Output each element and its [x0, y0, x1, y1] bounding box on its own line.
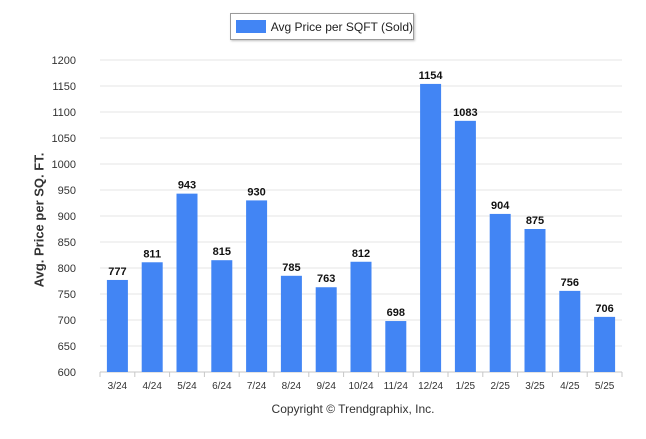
- x-tick-label: 6/24: [212, 381, 232, 392]
- data-label: 777: [108, 266, 126, 278]
- y-tick-label: 850: [58, 237, 76, 249]
- x-tick-label: 5/25: [595, 381, 615, 392]
- y-tick-label: 900: [58, 211, 76, 223]
- x-tick-label: 4/25: [560, 381, 580, 392]
- bar[interactable]: [454, 120, 476, 372]
- data-label: 904: [491, 200, 510, 212]
- data-label: 1083: [453, 107, 477, 119]
- bar[interactable]: [350, 261, 372, 372]
- x-tick-label: 5/24: [177, 381, 197, 392]
- y-tick-label: 1150: [52, 81, 76, 93]
- bar[interactable]: [280, 275, 302, 372]
- bars: [106, 83, 616, 373]
- legend-label: Avg Price per SQFT (Sold): [270, 19, 413, 34]
- data-label: 875: [526, 215, 544, 227]
- y-tick-label: 650: [58, 341, 76, 353]
- bar[interactable]: [385, 321, 407, 372]
- bar[interactable]: [489, 213, 511, 372]
- bar[interactable]: [559, 290, 581, 372]
- x-tick-label: 11/24: [384, 381, 409, 392]
- copyright-text: Copyright © Trendgraphix, Inc.: [271, 402, 435, 416]
- legend-swatch: [236, 20, 266, 33]
- x-tick-label: 7/24: [247, 381, 267, 392]
- x-tick-label: 8/24: [282, 381, 302, 392]
- data-label: 811: [143, 248, 161, 260]
- data-label: 943: [178, 180, 196, 192]
- bar[interactable]: [594, 316, 616, 372]
- y-tick-label: 800: [58, 263, 76, 275]
- y-tick-label: 1050: [52, 133, 76, 145]
- x-tick-label: 3/25: [525, 381, 545, 392]
- x-tick-label: 10/24: [348, 381, 373, 392]
- x-axis-ticks: 3/24 4/24 5/24 6/24 7/24 8/24 9/24 10/24 11/24 12…: [99, 372, 623, 392]
- y-tick-label: 700: [58, 315, 76, 327]
- bar[interactable]: [211, 260, 233, 372]
- data-label: 756: [561, 277, 579, 289]
- bar[interactable]: [106, 279, 128, 372]
- data-label: 815: [213, 246, 231, 258]
- y-tick-label: 1100: [52, 107, 76, 119]
- x-tick-label: 2/25: [490, 381, 510, 392]
- x-tick-label: 9/24: [316, 381, 336, 392]
- x-tick-label: 1/25: [456, 381, 476, 392]
- data-label: 930: [247, 186, 265, 198]
- bar[interactable]: [315, 287, 337, 372]
- y-tick-label: 1200: [52, 55, 76, 67]
- data-label: 763: [317, 273, 335, 285]
- x-tick-label: 3/24: [108, 381, 128, 392]
- x-tick-label: 4/24: [142, 381, 162, 392]
- data-label: 812: [352, 248, 370, 260]
- legend[interactable]: Avg Price per SQFT (Sold): [230, 13, 414, 40]
- data-label: 785: [282, 262, 300, 274]
- data-label: 706: [595, 303, 613, 315]
- y-tick-label: 1000: [52, 159, 76, 171]
- data-label: 1154: [419, 70, 444, 82]
- bar[interactable]: [141, 262, 163, 372]
- bar[interactable]: [524, 229, 546, 372]
- data-label: 698: [387, 307, 405, 319]
- x-tick-label: 12/24: [418, 381, 443, 392]
- y-tick-label: 950: [58, 185, 76, 197]
- data-labels: 777 811 943 815 930 785 763 812 698 1154 1083 904 87…: [108, 70, 614, 319]
- y-axis-ticks: 600 650 700 750 800 850 900 950 1000 1050 1100 1150…: [52, 55, 76, 379]
- y-axis-label: Avg. Price per SQ. FT.: [31, 152, 47, 288]
- bar[interactable]: [176, 193, 198, 372]
- bar[interactable]: [246, 200, 268, 372]
- y-tick-label: 750: [58, 289, 76, 301]
- bar[interactable]: [420, 83, 442, 373]
- y-tick-label: 600: [58, 367, 76, 379]
